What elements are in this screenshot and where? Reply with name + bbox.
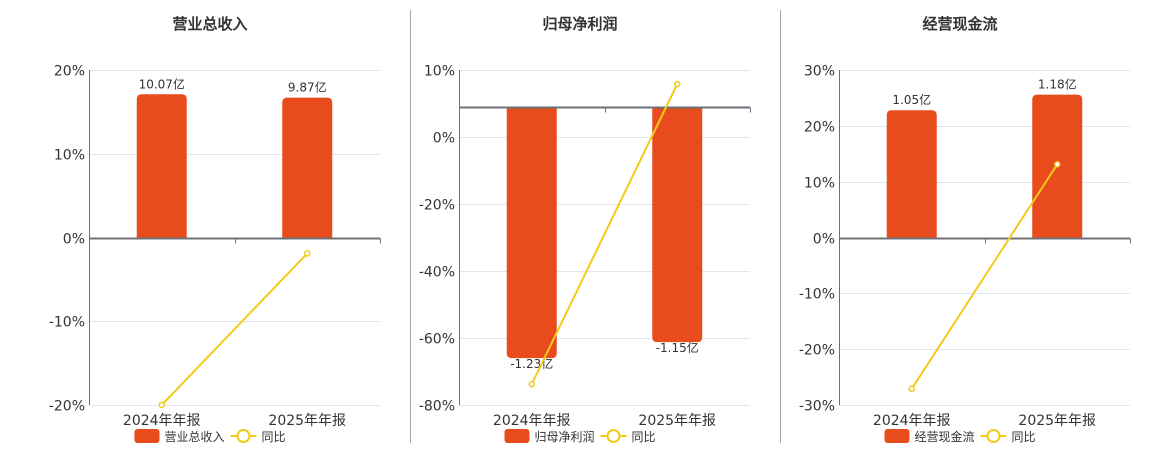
bar[interactable] — [506, 107, 557, 359]
chart-title: 经营现金流 — [922, 15, 998, 33]
legend-line-icon[interactable] — [230, 429, 257, 443]
y-tick-label: -20% — [419, 198, 455, 214]
y-tick-label: 30% — [804, 64, 835, 80]
bar[interactable] — [652, 107, 703, 343]
yoy-point[interactable] — [158, 401, 165, 409]
x-category-label: 2025年年报 — [268, 413, 346, 429]
bar-value-label: 9.87亿 — [288, 80, 327, 95]
y-tick-label: -80% — [419, 399, 455, 415]
y-tick-label: 10% — [54, 148, 85, 164]
panel-divider — [780, 10, 781, 443]
yoy-line — [910, 163, 1059, 390]
yoy-point[interactable] — [1054, 161, 1061, 168]
chart-legend: 归母净利润 同比 — [504, 428, 656, 444]
y-tick-label: 10% — [424, 64, 455, 80]
bar-value-label: 1.05亿 — [892, 92, 931, 107]
y-tick-label: 20% — [54, 64, 85, 80]
bar[interactable] — [136, 94, 187, 238]
y-tick-label: -60% — [419, 332, 455, 348]
x-category-label: 2024年年报 — [123, 413, 201, 429]
x-category-label: 2025年年报 — [1018, 413, 1096, 429]
y-tick-label: 0% — [63, 232, 85, 248]
chart-title: 营业总收入 — [172, 15, 248, 33]
y-tick-label: -10% — [49, 315, 85, 331]
legend-line-label[interactable]: 同比 — [1011, 429, 1036, 444]
yoy-line — [161, 252, 308, 406]
legend-bar-label[interactable]: 营业总收入 — [164, 429, 225, 444]
x-category-label: 2024年年报 — [873, 413, 951, 429]
yoy-line — [530, 83, 679, 385]
bar-value-label: 10.07亿 — [139, 76, 185, 91]
x-category-label: 2025年年报 — [638, 413, 716, 429]
bar[interactable] — [886, 110, 937, 238]
chart-plot: 10%0%-20%-40%-60%-80%-1.23亿-1.15亿2024年年报… — [419, 64, 751, 429]
y-tick-label: 10% — [804, 176, 835, 192]
chart-title: 归母净利润 — [542, 15, 618, 33]
panel-divider — [410, 10, 411, 443]
bar-value-label: 1.18亿 — [1038, 77, 1077, 92]
yoy-point[interactable] — [528, 380, 535, 388]
x-category-label: 2024年年报 — [493, 413, 571, 429]
chart-plot: 20% 10% 0% -10% -20% 10.07亿 9.87亿 2024年年报 2025年年… — [49, 64, 381, 429]
bar[interactable] — [282, 97, 333, 238]
yoy-point[interactable] — [674, 80, 681, 88]
legend-bar-swatch[interactable] — [134, 429, 160, 443]
chart-legend: 经营现金流 同比 — [884, 428, 1036, 444]
legend-line-label[interactable]: 同比 — [261, 429, 286, 444]
legend-bar-label[interactable]: 经营现金流 — [914, 429, 975, 444]
bar-value-label: -1.15亿 — [656, 340, 699, 355]
y-tick-label: -40% — [419, 265, 455, 281]
y-tick-label: -20% — [799, 343, 835, 359]
y-tick-label: -20% — [49, 399, 85, 415]
legend-bar-swatch[interactable] — [504, 429, 530, 443]
yoy-point[interactable] — [908, 385, 915, 393]
legend-line-icon[interactable] — [600, 429, 627, 443]
legend-bar-label[interactable]: 归母净利润 — [534, 429, 595, 444]
chart-legend: 营业总收入 同比 — [134, 428, 286, 444]
y-tick-label: -10% — [799, 287, 835, 303]
legend-bar-swatch[interactable] — [884, 429, 910, 443]
y-tick-label: 0% — [433, 131, 455, 147]
chart-panel-net-profit: 归母净利润 10% 0% -20% -40% -60% -80% -1.23亿 -1.15亿 2… — [419, 15, 751, 444]
y-tick-label: -30% — [799, 399, 835, 415]
y-tick-label: 0% — [813, 232, 835, 248]
legend-line-label[interactable]: 同比 — [631, 429, 656, 444]
yoy-point[interactable] — [304, 250, 311, 257]
legend-line-icon[interactable] — [980, 429, 1007, 443]
chart-panel-revenue: 营业总收入 20% 10% 0% -10% -20% 10.07亿 9.87亿 2024年年报… — [0, 0, 410, 450]
y-tick-label: 20% — [804, 120, 835, 136]
